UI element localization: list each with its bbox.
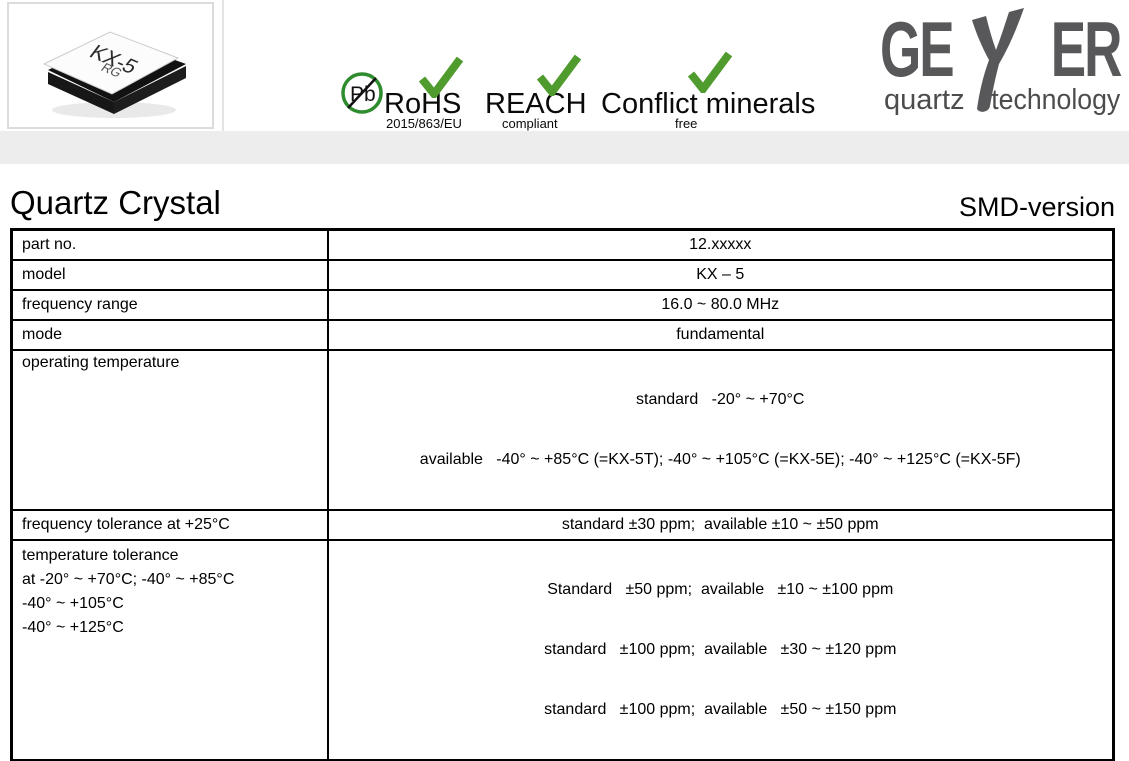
row-label: part no. bbox=[10, 228, 329, 261]
logo-text-right: ER bbox=[1050, 5, 1122, 93]
row-value: standard 8 pF; available 8 ~ 16 pF bbox=[326, 758, 1115, 761]
checkmark-icon bbox=[536, 54, 582, 96]
row-value: 16.0 ~ 80.0 MHz bbox=[326, 288, 1115, 321]
row-value: KX – 5 bbox=[326, 258, 1115, 291]
row-value: fundamental bbox=[326, 318, 1115, 351]
table-row: frequency range 16.0 ~ 80.0 MHz bbox=[10, 288, 1115, 321]
conflict-minerals-badge: Conflict minerals free bbox=[601, 51, 815, 136]
logo-crystal-y-icon bbox=[972, 8, 1024, 112]
table-row: mode fundamental bbox=[10, 318, 1115, 351]
logo-tagline-quartz: quartz bbox=[884, 84, 965, 116]
reach-badge: REACH compliant bbox=[485, 54, 605, 136]
frame-divider bbox=[222, 0, 224, 131]
table-row: part no. 12.xxxxx bbox=[10, 228, 1115, 261]
row-label: frequency tolerance at +25°C bbox=[10, 508, 329, 541]
row-label: temperature tolerance at -20° ~ +70°C; -… bbox=[10, 538, 329, 761]
table-row: temperature tolerance at -20° ~ +70°C; -… bbox=[10, 538, 1115, 761]
conflict-title: Conflict minerals bbox=[601, 88, 816, 120]
value-line: standard ±100 ppm; available ±50 ~ ±150 … bbox=[544, 700, 897, 718]
header-divider-bar bbox=[0, 131, 1129, 164]
logo-text-left: GE bbox=[880, 5, 955, 93]
rohs-subtitle: 2015/863/EU bbox=[386, 116, 462, 131]
label-line: temperature tolerance bbox=[22, 546, 179, 564]
value-line: standard -20° ~ +70°C bbox=[636, 390, 805, 408]
spec-table: part no. 12.xxxxx model KX – 5 frequency… bbox=[10, 228, 1115, 761]
row-label: load capacitance CL bbox=[10, 758, 329, 761]
table-row: load capacitance CL standard 8 pF; avail… bbox=[10, 758, 1115, 761]
pb-free-icon: Pb bbox=[341, 72, 383, 114]
table-row: operating temperature standard -20° ~ +7… bbox=[10, 348, 1115, 511]
label-line: -40° ~ +105°C bbox=[22, 594, 124, 612]
row-value: standard -20° ~ +70°C available -40° ~ +… bbox=[326, 348, 1115, 511]
product-image-frame: KX-5 RG bbox=[7, 2, 214, 129]
conflict-subtitle: free bbox=[675, 116, 698, 131]
chip-label-suffix: RG bbox=[98, 60, 125, 80]
rohs-badge: Pb RoHS 2015/863/EU bbox=[340, 56, 470, 136]
row-label: frequency range bbox=[10, 288, 329, 321]
rohs-title: RoHS bbox=[384, 88, 462, 120]
chip-image: KX-5 RG bbox=[42, 31, 186, 118]
value-line: available -40° ~ +85°C (=KX-5T); -40° ~ … bbox=[419, 450, 1021, 468]
checkmark-icon bbox=[418, 56, 464, 98]
label-line: -40° ~ +125°C bbox=[22, 618, 124, 636]
geyer-logo: GE ER quartz technology bbox=[880, 5, 1122, 116]
table-row: frequency tolerance at +25°C standard ±3… bbox=[10, 508, 1115, 541]
row-value: 12.xxxxx bbox=[326, 228, 1115, 261]
row-label: model bbox=[10, 258, 329, 291]
row-label: operating temperature bbox=[10, 348, 329, 511]
value-line: Standard ±50 ppm; available ±10 ~ ±100 p… bbox=[547, 580, 894, 598]
row-value: standard ±30 ppm; available ±10 ~ ±50 pp… bbox=[326, 508, 1115, 541]
page-title: Quartz Crystal bbox=[10, 184, 221, 221]
reach-subtitle: compliant bbox=[502, 116, 558, 131]
logo-tagline-technology: technology bbox=[990, 84, 1120, 116]
table-row: model KX – 5 bbox=[10, 258, 1115, 291]
value-line: standard ±100 ppm; available ±30 ~ ±120 … bbox=[544, 640, 897, 658]
row-value: Standard ±50 ppm; available ±10 ~ ±100 p… bbox=[326, 538, 1115, 761]
label-line: at -20° ~ +70°C; -40° ~ +85°C bbox=[22, 570, 235, 588]
version-label: SMD-version bbox=[958, 192, 1115, 222]
checkmark-icon bbox=[687, 51, 733, 93]
reach-title: REACH bbox=[485, 88, 587, 120]
row-label: mode bbox=[10, 318, 329, 351]
